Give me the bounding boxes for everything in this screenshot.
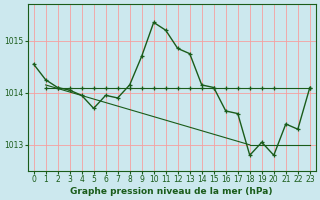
X-axis label: Graphe pression niveau de la mer (hPa): Graphe pression niveau de la mer (hPa) <box>70 187 273 196</box>
